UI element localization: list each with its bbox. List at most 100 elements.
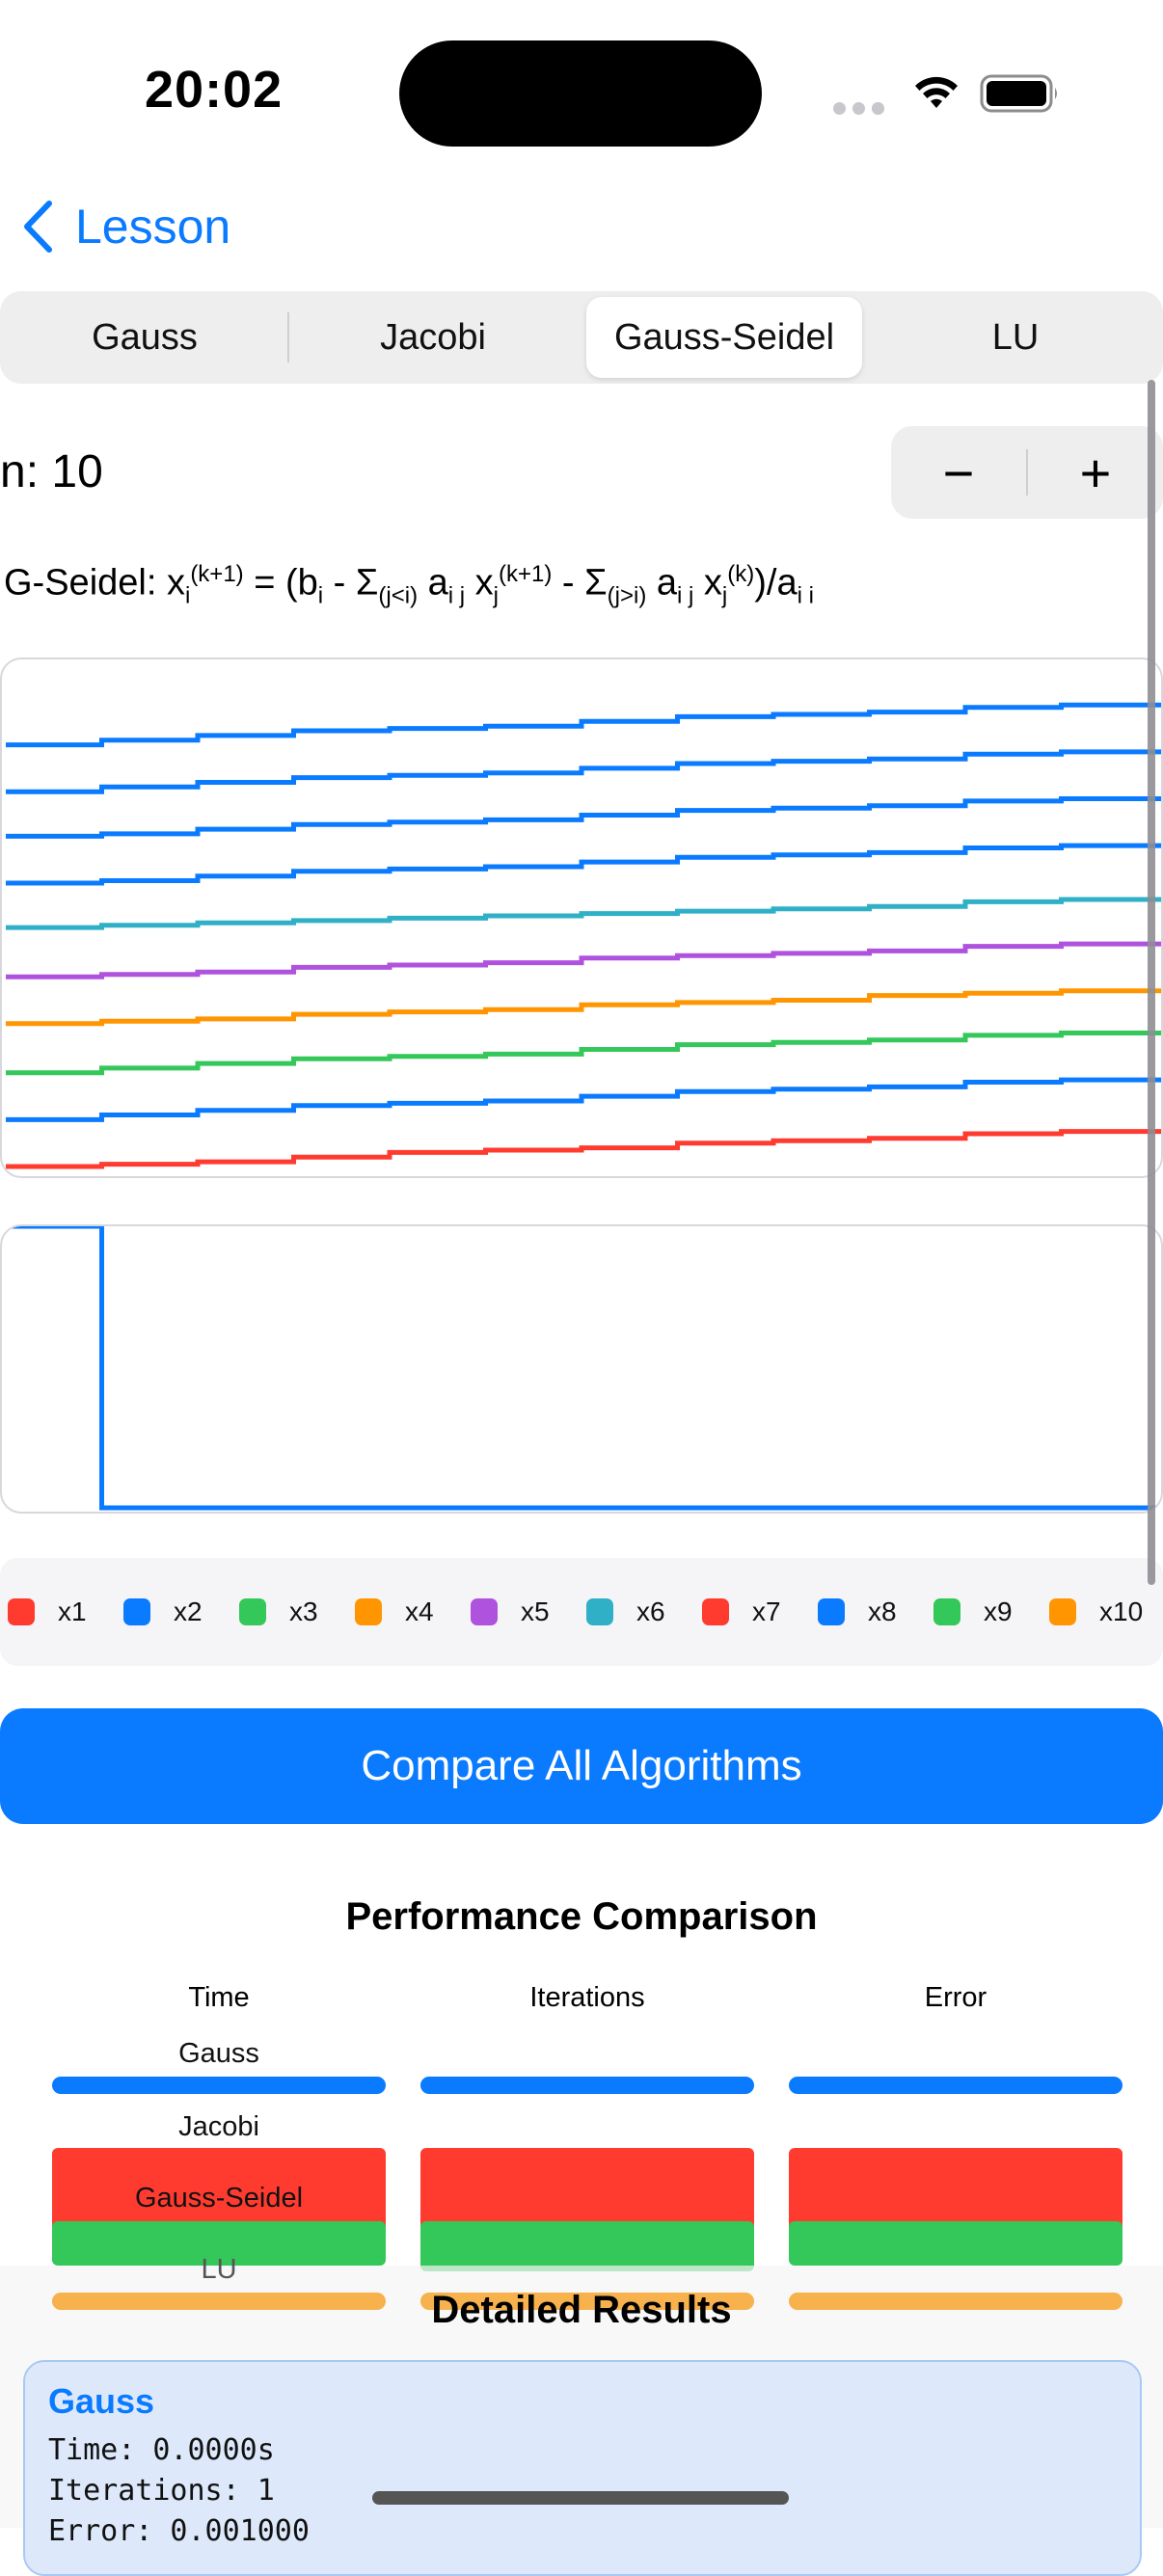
error-chart-svg xyxy=(6,1226,1161,1511)
scroll-indicator[interactable] xyxy=(1148,380,1155,1585)
home-indicator[interactable] xyxy=(372,2491,789,2505)
convergence-chart xyxy=(0,657,1163,1178)
bar-lu-time xyxy=(52,2293,386,2310)
formula-sup: (k+1) xyxy=(190,561,244,587)
legend-item: x10 xyxy=(1049,1597,1143,1627)
formula-sub: i xyxy=(184,582,191,609)
status-time: 20:02 xyxy=(145,61,284,119)
series-line-x5 xyxy=(6,941,1161,979)
legend-label: x9 xyxy=(984,1597,1013,1626)
formula-part: a xyxy=(646,562,678,604)
bar-gauss-seidel-error xyxy=(789,2221,1122,2266)
formula-sup: (k) xyxy=(727,561,755,587)
algorithm-label-gauss: Gauss xyxy=(178,2038,259,2069)
convergence-chart-svg xyxy=(6,702,1161,1169)
bar-lu-error xyxy=(789,2293,1122,2310)
formula-sub: i xyxy=(317,582,324,609)
legend-label: x6 xyxy=(636,1597,665,1626)
bar-gauss-iterations xyxy=(420,2077,754,2094)
legend-label: x5 xyxy=(521,1597,550,1626)
performance-title: Performance Comparison xyxy=(345,1895,818,1938)
legend-swatch xyxy=(239,1598,266,1625)
bar-gauss-seidel-time xyxy=(52,2221,386,2266)
legend-swatch xyxy=(702,1598,729,1625)
series-line-x9 xyxy=(6,749,1161,794)
legend-item: x8 xyxy=(818,1597,897,1627)
series-line-series-1 xyxy=(6,1226,1161,1511)
signal-dot-icon xyxy=(852,102,865,115)
formula-sub: j xyxy=(721,582,728,609)
series-line-x8 xyxy=(6,796,1161,839)
formula-part: )/a xyxy=(754,562,798,604)
column-header-iterations: Iterations xyxy=(529,1982,645,2013)
legend-swatch xyxy=(355,1598,382,1625)
compare-all-button[interactable]: Compare All Algorithms xyxy=(0,1708,1163,1824)
series-line-x7 xyxy=(6,843,1161,886)
bar-gauss-error xyxy=(789,2077,1122,2094)
legend-label: x1 xyxy=(58,1597,87,1626)
legend-swatch xyxy=(933,1598,960,1625)
algorithm-label-gauss-seidel: Gauss-Seidel xyxy=(134,2183,304,2214)
result-card-gauss: Gauss Time: 0.0000s Iterations: 1 Error:… xyxy=(23,2360,1142,2576)
legend-item: x7 xyxy=(702,1597,781,1627)
formula-sub: (j>i) xyxy=(607,582,647,609)
legend-item: x1 xyxy=(8,1597,87,1627)
formula-sub: j xyxy=(493,582,500,609)
gauss-seidel-formula: G-Seidel: xi(k+1) = (bi - Σ(j<i) ai j xj… xyxy=(4,561,1161,609)
tab-gauss[interactable]: Gauss xyxy=(92,316,198,358)
bar-gauss-time xyxy=(52,2077,386,2094)
legend-swatch xyxy=(471,1598,498,1625)
formula-part: x xyxy=(693,562,722,604)
legend-item: x5 xyxy=(471,1597,550,1627)
legend-item: x9 xyxy=(933,1597,1013,1627)
legend-swatch xyxy=(1049,1598,1076,1625)
result-iterations: Iterations: 1 xyxy=(48,2474,275,2508)
formula-part: - Σ xyxy=(552,562,608,604)
legend-swatch xyxy=(123,1598,150,1625)
stepper-divider xyxy=(1026,449,1028,496)
n-size-label: n: 10 xyxy=(0,446,103,497)
legend-swatch xyxy=(586,1598,613,1625)
formula-part: x xyxy=(465,562,494,604)
series-line-x1 xyxy=(6,1129,1161,1169)
formula-part: a xyxy=(418,562,448,604)
series-line-x4 xyxy=(6,988,1161,1027)
decrement-button[interactable]: − xyxy=(942,442,975,503)
tab-jacobi[interactable]: Jacobi xyxy=(380,316,486,358)
algorithm-label-lu: LU xyxy=(201,2254,237,2285)
legend-label: x3 xyxy=(289,1597,318,1626)
formula-part: = (b xyxy=(243,562,318,604)
tab-lu[interactable]: LU xyxy=(991,316,1040,358)
formula-sub: (j<i) xyxy=(378,582,419,609)
signal-dot-icon xyxy=(872,102,884,115)
legend-item: x6 xyxy=(586,1597,665,1627)
result-error: Error: 0.001000 xyxy=(48,2514,310,2548)
formula-part: - Σ xyxy=(323,562,379,604)
bar-lu-iterations xyxy=(420,2293,754,2310)
algorithm-label-jacobi: Jacobi xyxy=(178,2111,259,2142)
legend-label: x7 xyxy=(752,1597,781,1626)
detailed-results-title: Detailed Results xyxy=(431,2289,732,2331)
signal-dot-icon xyxy=(833,102,846,115)
dynamic-island xyxy=(399,40,762,147)
algorithm-segmented-control: Gauss Jacobi Gauss-Seidel LU xyxy=(0,291,1163,384)
legend-label: x2 xyxy=(174,1597,203,1626)
series-line-x3 xyxy=(6,1031,1161,1076)
legend-item: x3 xyxy=(239,1597,318,1627)
back-label: Lesson xyxy=(75,200,231,254)
back-button[interactable]: Lesson xyxy=(21,193,230,260)
wifi-icon xyxy=(912,73,960,117)
series-line-x2 xyxy=(6,1077,1161,1122)
legend-swatch xyxy=(8,1598,35,1625)
bar-gauss-seidel-iterations xyxy=(420,2221,754,2271)
legend-item: x2 xyxy=(123,1597,203,1627)
column-header-error: Error xyxy=(924,1982,987,2013)
legend-label: x4 xyxy=(405,1597,434,1626)
battery-icon xyxy=(980,73,1061,119)
series-line-x10 xyxy=(6,702,1161,748)
segment-divider xyxy=(287,312,289,362)
increment-button[interactable]: + xyxy=(1079,442,1112,503)
formula-sub: i j xyxy=(447,582,466,609)
error-chart xyxy=(0,1224,1163,1514)
tab-gauss-seidel[interactable]: Gauss-Seidel xyxy=(586,297,862,378)
